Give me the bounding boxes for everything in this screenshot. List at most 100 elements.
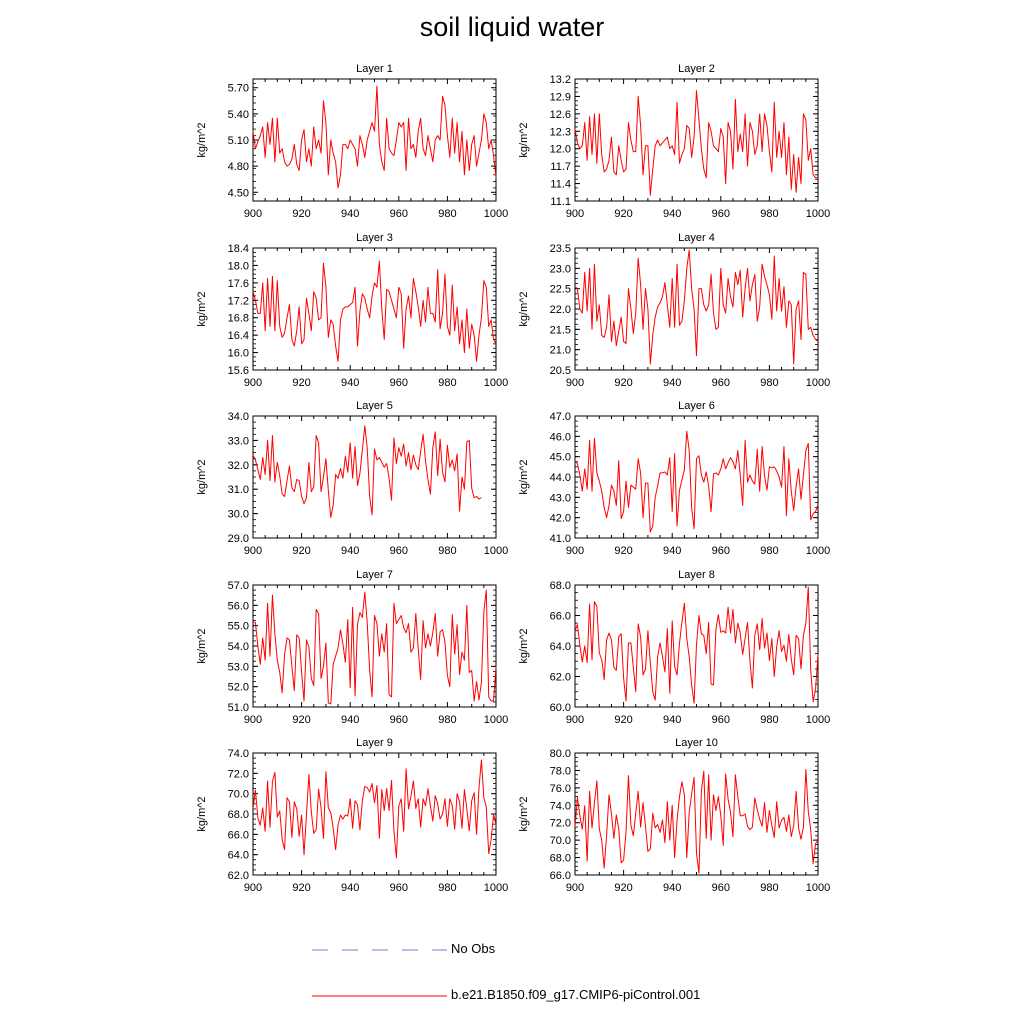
layer6-series-line [574,430,819,533]
layer2-y-tick-label: 12.3 [550,126,571,138]
layer2-y-tick-label: 11.4 [550,179,571,191]
layer10-x-tick-label: 900 [566,882,584,894]
layer6-panel-title: Layer 6 [678,400,715,412]
layer5-x-tick-label: 960 [390,545,408,557]
layer3-x-tick-label: 1000 [484,377,508,389]
layer8-series-line [574,586,819,704]
layer7-y-tick-label: 55.0 [228,621,249,633]
layer10-panel-title: Layer 10 [675,737,718,749]
layer2-x-tick-label: 960 [712,208,730,220]
layer4-y-tick-label: 22.5 [550,284,571,296]
layer4-panel-title: Layer 4 [678,232,715,244]
layer4-x-tick-label: 1000 [806,377,830,389]
layer6-plot-frame [574,415,819,539]
layer3-y-tick-label: 16.0 [228,348,249,360]
layer6-y-tick-label: 44.0 [550,472,571,484]
layer3-x-tick-label: 940 [341,377,359,389]
layer3-x-tick-label: 960 [390,377,408,389]
layer5-y-tick-label: 30.0 [228,509,249,521]
layer1-y-tick-label: 4.80 [228,161,249,173]
layer8-y-tick-label: 68.0 [550,580,571,592]
layer2-x-tick-label: 920 [614,208,632,220]
layer2-series-line [574,90,818,196]
layer4-y-tick-label: 21.5 [550,324,571,336]
layer7-y-tick-label: 51.0 [228,702,249,714]
layer7-y-tick-label: 56.0 [228,600,249,612]
layer5-x-tick-label: 980 [438,545,456,557]
layer9-y-tick-label: 68.0 [228,809,249,821]
layer9-series-line [252,759,497,859]
layer10-x-tick-label: 960 [712,882,730,894]
layer7-panel-title: Layer 7 [356,569,393,581]
layer3-y-tick-label: 18.4 [228,243,249,255]
layer2-y-tick-label: 11.7 [550,161,571,173]
layer6-y-tick-label: 43.0 [550,492,571,504]
layer3-y-tick-label: 17.2 [228,295,249,307]
layer3-y-axis-label: kg/m^2 [196,291,208,326]
layer9-x-tick-label: 1000 [484,882,508,894]
layer2-panel-title: Layer 2 [678,63,715,75]
layer10-y-axis-label: kg/m^2 [518,796,530,831]
layer5-y-tick-label: 32.0 [228,460,249,472]
layer5-panel-title: Layer 5 [356,400,393,412]
layer6-x-tick-label: 1000 [806,545,830,557]
layer8-x-tick-label: 980 [760,714,778,726]
layer7-x-tick-label: 1000 [484,714,508,726]
layer5-y-tick-label: 33.0 [228,435,249,447]
layer8-y-axis-label: kg/m^2 [518,628,530,663]
layer10-y-tick-label: 74.0 [550,800,571,812]
layer10-x-tick-label: 920 [614,882,632,894]
layer9-y-tick-label: 74.0 [228,748,249,760]
layer5-x-tick-label: 1000 [484,545,508,557]
layer1-x-tick-label: 940 [341,208,359,220]
layer6-x-tick-label: 980 [760,545,778,557]
layer8-x-tick-label: 920 [614,714,632,726]
layer10-x-tick-label: 980 [760,882,778,894]
layer4-y-tick-label: 23.5 [550,243,571,255]
layer6-y-tick-label: 42.0 [550,513,571,525]
layer9-x-tick-label: 920 [292,882,310,894]
layer8-y-tick-label: 60.0 [550,702,571,714]
layer3-x-tick-label: 920 [292,377,310,389]
layer6-y-tick-label: 47.0 [550,411,571,423]
layer1-y-tick-label: 5.70 [228,83,249,95]
layer4-y-tick-label: 23.0 [550,263,571,275]
layer3-series-line [252,260,497,362]
layer8-y-tick-label: 64.0 [550,641,571,653]
layer7-x-tick-label: 920 [292,714,310,726]
layer5-y-axis-label: kg/m^2 [196,459,208,494]
layer1-y-tick-label: 4.50 [228,187,249,199]
layer8-y-tick-label: 66.0 [550,611,571,623]
layer9-x-tick-label: 900 [244,882,262,894]
layer2-x-tick-label: 940 [663,208,681,220]
layer6-y-tick-label: 41.0 [550,533,571,545]
figure-title: soil liquid water [419,12,605,42]
layer7-x-tick-label: 940 [341,714,359,726]
layer9-panel-title: Layer 9 [356,737,393,749]
layer1-x-tick-label: 960 [390,208,408,220]
layer4-y-tick-label: 20.5 [550,365,571,377]
layer9-x-tick-label: 940 [341,882,359,894]
layer4-x-tick-label: 940 [663,377,681,389]
layer3-x-tick-label: 900 [244,377,262,389]
layer10-y-tick-label: 78.0 [550,765,571,777]
layer2-y-axis-label: kg/m^2 [518,122,530,157]
layer5-x-tick-label: 920 [292,545,310,557]
layer7-plot-frame [252,584,497,708]
layer1-x-tick-label: 980 [438,208,456,220]
layer9-plot-frame [252,752,497,876]
layer9-y-tick-label: 70.0 [228,789,249,801]
layer7-y-axis-label: kg/m^2 [196,628,208,663]
layer4-y-tick-label: 21.0 [550,345,571,357]
layer9-x-tick-label: 960 [390,882,408,894]
layer10-y-tick-label: 80.0 [550,748,571,760]
legend-obs-label: No Obs [451,941,496,956]
layer9-y-tick-label: 62.0 [228,870,249,882]
layer1-x-tick-label: 900 [244,208,262,220]
layer8-x-tick-label: 960 [712,714,730,726]
layer10-x-tick-label: 940 [663,882,681,894]
layer9-y-tick-label: 66.0 [228,829,249,841]
layer3-y-tick-label: 15.6 [228,365,249,377]
layer1-y-axis-label: kg/m^2 [196,122,208,157]
layer6-y-tick-label: 45.0 [550,452,571,464]
